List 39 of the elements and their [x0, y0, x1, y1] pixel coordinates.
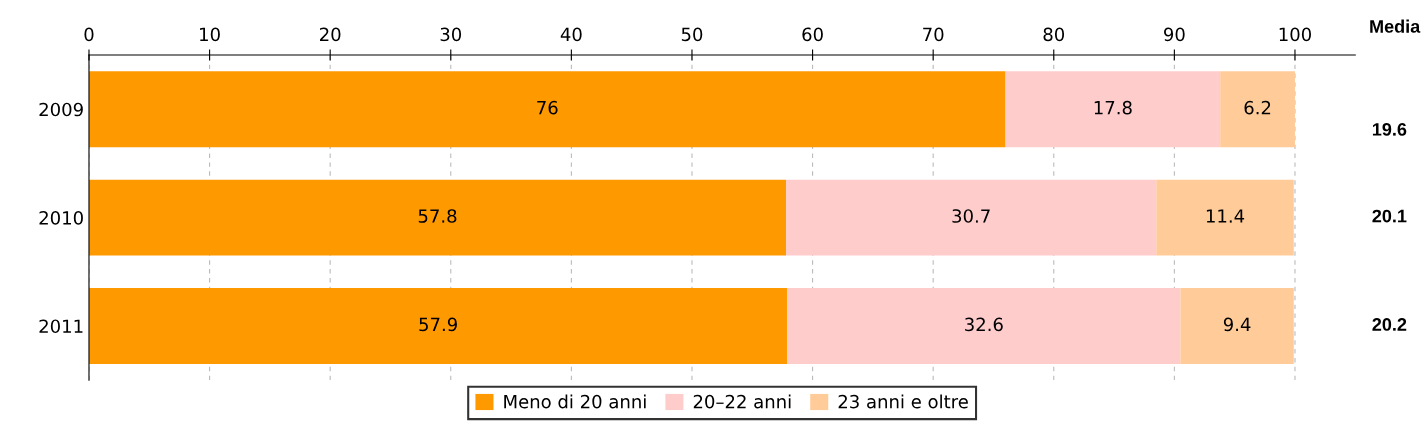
x-tick-label: 40 [560, 27, 582, 42]
bar [1220, 71, 1295, 148]
data-label: 17.8 [1094, 100, 1132, 115]
x-tick-label: 50 [681, 27, 703, 42]
bar [88, 179, 787, 256]
x-tick-label: 20 [320, 27, 341, 42]
data-label: 32.6 [965, 317, 1003, 332]
legend-label: 23 anni e oltre [838, 394, 968, 409]
bar [1156, 179, 1294, 256]
x-tick-label: 100 [1279, 27, 1311, 42]
text: Media [1370, 19, 1421, 33]
legend-label: Meno di 20 anni [504, 394, 646, 409]
x-tick-label: 0 [84, 27, 94, 42]
legend-label: 20–22 anni [693, 394, 791, 409]
data-label: 11.4 [1206, 209, 1245, 223]
data-label: 76 [537, 100, 558, 115]
x-tick-label: 60 [802, 27, 823, 42]
y-tick-label: 2010 [39, 211, 83, 225]
bar [88, 288, 788, 364]
text: 20.2 [1372, 318, 1407, 331]
x-tick-label: 80 [1043, 27, 1065, 42]
x-tick-label: 10 [200, 27, 220, 42]
data-label: 9.4 [1223, 317, 1251, 332]
x-tick-label: 70 [923, 27, 944, 42]
x-tick-label: 90 [1164, 27, 1185, 42]
bar [88, 71, 1006, 148]
bar [787, 288, 1181, 364]
data-label: 6.2 [1244, 100, 1271, 115]
y-tick-label: 2011 [39, 319, 83, 334]
bar [1005, 71, 1221, 148]
bar [1180, 288, 1294, 364]
text: 20.1 [1372, 209, 1407, 223]
y-tick-label: 2009 [39, 102, 83, 117]
bar [786, 179, 1157, 256]
data-label: 57.9 [419, 317, 457, 332]
data-label: 30.7 [952, 209, 990, 223]
x-tick-label: 30 [440, 27, 462, 42]
data-label: 57.8 [418, 209, 457, 223]
text: 19.6 [1372, 122, 1407, 136]
